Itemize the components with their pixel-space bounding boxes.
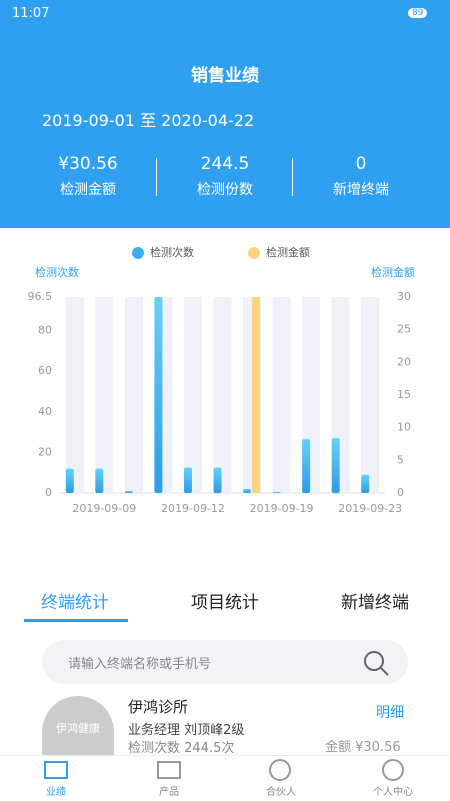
y2-tick-label: 25 <box>397 323 411 336</box>
nav-icon <box>157 761 181 779</box>
battery: 89 <box>408 8 428 18</box>
stat-label: 检测份数 <box>197 182 253 198</box>
stat-value: ¥30.56 <box>58 154 118 174</box>
bottom-nav: 业绩 产品 合伙人 个人中心 <box>0 755 450 801</box>
nav-icon <box>269 759 291 781</box>
bar <box>243 488 252 493</box>
divider <box>156 158 157 196</box>
bar <box>183 467 192 493</box>
search-box[interactable]: 请输入终端名称或手机号 <box>42 640 408 684</box>
legend-swatch <box>132 247 144 259</box>
bar <box>302 439 311 493</box>
tab[interactable]: 终端统计 <box>41 593 109 613</box>
tab[interactable]: 新增终端 <box>341 593 409 613</box>
x-tick-label: 2019-09-09 <box>72 502 136 515</box>
bar <box>124 490 133 493</box>
legend-swatch <box>248 247 260 259</box>
search-icon[interactable] <box>362 649 390 677</box>
search-placeholder: 请输入终端名称或手机号 <box>68 657 212 672</box>
time: 11:07 <box>12 6 50 21</box>
item-count: 检测次数 244.5次 <box>128 741 235 756</box>
bar <box>252 297 261 493</box>
column-background <box>124 297 143 493</box>
y-tick-label: 80 <box>38 324 52 337</box>
bar <box>331 438 340 493</box>
nav-item[interactable]: 产品 <box>159 787 179 798</box>
column-background <box>272 297 291 493</box>
y2-tick-label: 10 <box>397 421 411 434</box>
date-range[interactable]: 2019-09-01 至 2020-04-22 <box>42 111 255 130</box>
column-background <box>65 297 84 493</box>
y-tick-label: 40 <box>38 405 52 418</box>
y2-axis-title: 检测金额 <box>371 265 415 279</box>
tab-indicator <box>24 619 128 622</box>
y2-tick-label: 15 <box>397 388 411 401</box>
y2-tick-label: 30 <box>397 290 411 303</box>
title: 销售业绩 <box>191 66 259 86</box>
logo: 伊鸿健康 <box>42 696 114 756</box>
column-background <box>183 297 202 493</box>
y-axis-title: 检测次数 <box>35 265 79 279</box>
x-tick-label: 2019-09-12 <box>161 502 225 515</box>
column-background <box>95 297 114 493</box>
stat-label: 新增终端 <box>333 182 389 198</box>
y-tick-label: 60 <box>38 364 52 377</box>
y-tick-label: 20 <box>38 445 52 458</box>
item-detail[interactable]: 明细 <box>376 705 404 721</box>
bar <box>65 468 74 493</box>
bar <box>213 467 222 493</box>
bar <box>95 468 104 493</box>
logo-text: 伊鸿健康 <box>56 722 100 735</box>
y-tick-label: 0 <box>45 486 52 499</box>
item-name[interactable]: 伊鸿诊所 <box>128 698 189 716</box>
divider <box>292 158 293 196</box>
bar <box>361 474 370 493</box>
header: 11:07 89 销售业绩 2019-09-01 至 2020-04-22 ¥3… <box>0 0 450 228</box>
y2-tick-label: 5 <box>397 453 404 466</box>
column-background <box>213 297 232 493</box>
legend-label: 检测次数 <box>150 245 194 259</box>
legend-label: 检测金额 <box>266 245 310 259</box>
stat-value: 244.5 <box>200 154 250 174</box>
nav-icon <box>382 759 404 781</box>
x-tick-label: 2019-09-19 <box>250 502 314 515</box>
item-amount: 金额 ¥30.56 <box>325 740 401 755</box>
stat-value: 0 <box>355 154 367 174</box>
tab[interactable]: 项目统计 <box>191 593 259 613</box>
chart: 检测次数 检测金额 检测次数 检测金额02040608096.5051015202… <box>28 245 416 515</box>
nav-item[interactable]: 个人中心 <box>373 787 413 798</box>
item-manager: 业务经理 刘顶峰2级 <box>128 723 245 738</box>
x-tick-label: 2019-09-23 <box>338 502 402 515</box>
nav-item[interactable]: 合伙人 <box>266 787 296 798</box>
y2-tick-label: 20 <box>397 355 411 368</box>
nav-item[interactable]: 业绩 <box>46 787 66 798</box>
bar <box>272 491 281 493</box>
nav-icon <box>44 761 68 779</box>
stat-label: 检测金额 <box>60 182 116 198</box>
y-tick-label: 96.5 <box>28 290 53 303</box>
y2-tick-label: 0 <box>397 486 404 499</box>
column-background <box>361 297 380 493</box>
bar <box>154 297 163 493</box>
